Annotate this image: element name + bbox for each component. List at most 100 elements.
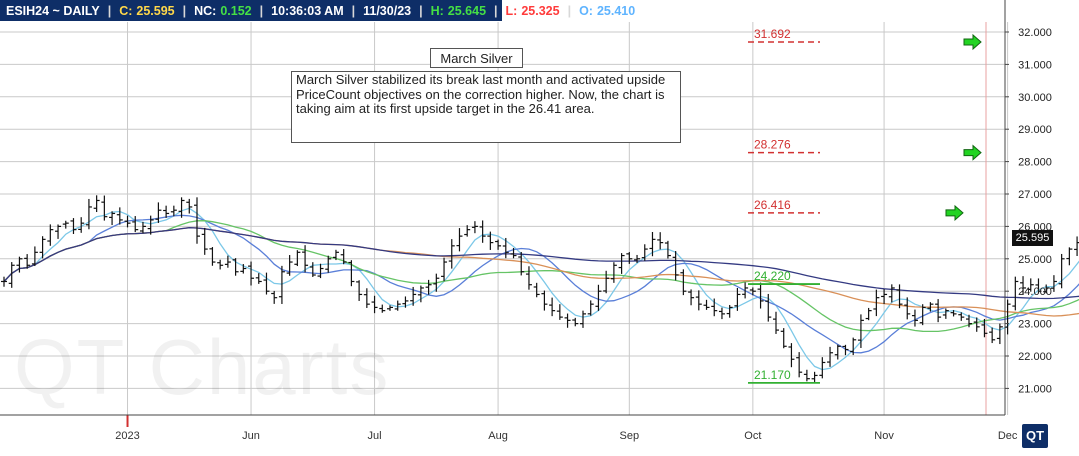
- ohlc-bar: [340, 249, 347, 265]
- ohlc-bar: [703, 299, 710, 310]
- ohlc-bar: [62, 220, 69, 229]
- ohlc-bar: [70, 218, 77, 234]
- target-arrows: [945, 33, 982, 222]
- ohlc-bar: [263, 272, 270, 295]
- ohlc-bar: [556, 304, 563, 320]
- quote-header: ESIH24 ~ DAILY | C: 25.595 | NC: 0.152 |…: [0, 0, 635, 21]
- ohlc-bar: [749, 287, 756, 296]
- ohlc-bar: [873, 289, 880, 317]
- ohlc-bar: [394, 300, 401, 311]
- ohlc-bar: [811, 371, 818, 382]
- ohlc-bar: [232, 258, 239, 276]
- ohlc-bar: [927, 302, 934, 312]
- ohlc-bar: [973, 317, 980, 332]
- ohlc-bar: [564, 313, 571, 328]
- ohlc-bar: [1012, 276, 1019, 311]
- ohlc-bar: [417, 285, 424, 303]
- ohlc-bar: [139, 221, 146, 234]
- last-price-tag: 25.595: [1012, 230, 1053, 246]
- x-tick-label: Dec: [998, 430, 1018, 442]
- target-arrow-icon: [963, 144, 982, 161]
- y-tick-label: 30.000: [1018, 92, 1052, 104]
- ohlc-bar: [55, 224, 62, 239]
- ohlc-bar: [410, 286, 417, 306]
- y-tick-label: 24.000: [1018, 286, 1052, 298]
- ohlc-bar: [201, 227, 208, 255]
- ohlc-bar: [672, 251, 679, 281]
- ohlc-bar: [464, 225, 471, 237]
- level-label: 24.220: [754, 269, 791, 283]
- ohlc-bar: [209, 247, 216, 266]
- ohlc-bar: [31, 246, 38, 267]
- ohlc-bar: [803, 369, 810, 382]
- separator: |: [567, 3, 572, 18]
- ohlc-bar: [525, 266, 532, 290]
- y-tick-label: 29.000: [1018, 124, 1052, 136]
- x-tick-label: Sep: [620, 430, 640, 442]
- net-change-value: 0.152: [220, 3, 252, 18]
- ohlc-bar: [680, 269, 687, 296]
- separator: |: [259, 3, 264, 18]
- ohlc-bar: [989, 327, 996, 344]
- ohlc-bar: [16, 256, 23, 273]
- ohlc-bar: [572, 317, 579, 327]
- ohlc-bar: [634, 254, 641, 263]
- quote-time: 10:36:03 AM: [271, 3, 344, 18]
- ohlc-bar: [433, 273, 440, 292]
- ohlc-bar: [958, 312, 965, 321]
- ohlc-bar: [1027, 278, 1034, 292]
- ohlc-bar: [626, 252, 633, 264]
- ohlc-bar: [8, 262, 15, 288]
- ohlc-bar: [1050, 275, 1057, 292]
- ohlc-bar: [587, 300, 594, 316]
- ohlc-bar: [294, 250, 301, 267]
- ohlc-bar: [518, 251, 525, 276]
- ohlc-bar: [541, 290, 548, 311]
- moving-average-line: [3, 207, 1079, 371]
- ohlc-bar: [857, 314, 864, 348]
- ohlc-bar: [1066, 247, 1073, 266]
- high-label: H:: [430, 3, 444, 18]
- ohlc-bar: [363, 288, 370, 308]
- ohlc-bar: [1058, 253, 1065, 289]
- x-tick-label: Jun: [242, 430, 260, 442]
- ohlc-bar: [186, 198, 193, 214]
- y-tick-label: 28.000: [1018, 157, 1052, 169]
- quote-date: 11/30/23: [363, 3, 412, 18]
- ohlc-bar: [441, 257, 448, 282]
- annotation-text: March Silver stabilized its break last m…: [291, 71, 681, 143]
- level-label: 21.170: [754, 368, 791, 382]
- annotation-title: March Silver: [430, 48, 523, 68]
- ohlc-bar: [1043, 284, 1050, 294]
- moving-average-line: [3, 214, 1079, 354]
- ohlc-bar: [533, 282, 540, 298]
- ohlc-bar: [85, 198, 92, 230]
- ohlc-bar: [194, 197, 200, 244]
- ohlc-bar: [711, 298, 718, 317]
- ohlc-bar: [788, 343, 795, 368]
- ohlc-bar: [302, 245, 309, 273]
- ohlc-bar: [664, 240, 671, 259]
- ohlc-bar: [888, 284, 895, 303]
- ohlc-bar: [510, 247, 517, 259]
- ohlc-bar: [919, 304, 926, 326]
- ohlc-bar: [726, 304, 733, 318]
- x-tick-label: Oct: [744, 430, 761, 442]
- level-label: 26.416: [754, 198, 791, 212]
- qt-logo[interactable]: QT: [1022, 424, 1048, 448]
- target-arrow-icon: [963, 33, 982, 51]
- ohlc-bar: [448, 239, 455, 269]
- ohlc-bar: [950, 310, 957, 317]
- ohlc-bar: [271, 290, 278, 304]
- low-value: 25.325: [521, 3, 560, 18]
- ohlc-bar: [456, 228, 463, 252]
- ohlc-bar: [834, 344, 841, 360]
- separator: |: [182, 3, 187, 18]
- ohlc-bar: [379, 304, 386, 313]
- x-tick-label: Nov: [874, 430, 894, 442]
- ohlc-bar: [842, 344, 849, 356]
- ohlc-bar: [356, 280, 363, 301]
- ohlc-bar: [163, 205, 170, 218]
- moving-average-line: [3, 227, 1079, 300]
